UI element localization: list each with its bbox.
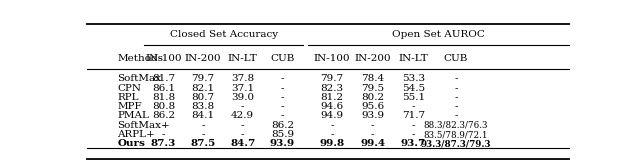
Text: 86.2: 86.2 — [152, 112, 175, 120]
Text: -: - — [280, 112, 284, 120]
Text: CUB: CUB — [444, 54, 468, 63]
Text: -: - — [454, 84, 458, 93]
Text: 94.6: 94.6 — [321, 102, 344, 111]
Text: 54.5: 54.5 — [402, 84, 425, 93]
Text: -: - — [454, 93, 458, 102]
Text: PMAL: PMAL — [117, 112, 149, 120]
Text: CUB: CUB — [270, 54, 294, 63]
Text: -: - — [201, 121, 205, 130]
Text: 71.7: 71.7 — [402, 112, 425, 120]
Text: -: - — [412, 121, 415, 130]
Text: RPL: RPL — [117, 93, 139, 102]
Text: SoftMax+: SoftMax+ — [117, 121, 170, 130]
Text: -: - — [280, 84, 284, 93]
Text: -: - — [454, 74, 458, 83]
Text: 79.5: 79.5 — [361, 84, 384, 93]
Text: Open Set AUROC: Open Set AUROC — [392, 30, 484, 39]
Text: 81.7: 81.7 — [152, 74, 175, 83]
Text: 82.3: 82.3 — [321, 84, 344, 93]
Text: -: - — [241, 102, 244, 111]
Text: -: - — [371, 121, 374, 130]
Text: -: - — [280, 93, 284, 102]
Text: Methods: Methods — [117, 54, 163, 63]
Text: 80.2: 80.2 — [361, 93, 384, 102]
Text: 99.8: 99.8 — [319, 139, 344, 148]
Text: -: - — [161, 121, 165, 130]
Text: ARPL+: ARPL+ — [117, 130, 155, 139]
Text: -: - — [412, 102, 415, 111]
Text: 93.7: 93.7 — [401, 139, 426, 148]
Text: 94.9: 94.9 — [321, 112, 344, 120]
Text: -: - — [241, 121, 244, 130]
Text: 80.8: 80.8 — [152, 102, 175, 111]
Text: Closed Set Accuracy: Closed Set Accuracy — [170, 30, 278, 39]
Text: 83.8: 83.8 — [191, 102, 214, 111]
Text: 87.3: 87.3 — [150, 139, 176, 148]
Text: 84.7: 84.7 — [230, 139, 255, 148]
Text: 79.7: 79.7 — [191, 74, 214, 83]
Text: 82.1: 82.1 — [191, 84, 214, 93]
Text: 39.0: 39.0 — [231, 93, 254, 102]
Text: IN-100: IN-100 — [314, 54, 350, 63]
Text: MPF: MPF — [117, 102, 142, 111]
Text: 84.1: 84.1 — [191, 112, 214, 120]
Text: -: - — [371, 130, 374, 139]
Text: IN-200: IN-200 — [185, 54, 221, 63]
Text: 37.1: 37.1 — [231, 84, 254, 93]
Text: 99.4: 99.4 — [360, 139, 385, 148]
Text: 42.9: 42.9 — [231, 112, 254, 120]
Text: 93.9: 93.9 — [361, 112, 384, 120]
Text: IN-200: IN-200 — [355, 54, 391, 63]
Text: 87.5: 87.5 — [190, 139, 216, 148]
Text: 86.2: 86.2 — [271, 121, 294, 130]
Text: -: - — [454, 102, 458, 111]
Text: SoftMax: SoftMax — [117, 74, 161, 83]
Text: 37.8: 37.8 — [231, 74, 254, 83]
Text: -: - — [330, 121, 333, 130]
Text: 88.3/82.3/76.3: 88.3/82.3/76.3 — [424, 121, 488, 130]
Text: 93.3/87.3/79.3: 93.3/87.3/79.3 — [420, 139, 492, 148]
Text: IN-100: IN-100 — [145, 54, 182, 63]
Text: 81.2: 81.2 — [321, 93, 344, 102]
Text: 93.9: 93.9 — [270, 139, 295, 148]
Text: 78.4: 78.4 — [361, 74, 384, 83]
Text: -: - — [330, 130, 333, 139]
Text: 83.5/78.9/72.1: 83.5/78.9/72.1 — [424, 130, 488, 139]
Text: CPN: CPN — [117, 84, 141, 93]
Text: -: - — [280, 74, 284, 83]
Text: 55.1: 55.1 — [402, 93, 425, 102]
Text: IN-LT: IN-LT — [399, 54, 428, 63]
Text: Ours: Ours — [117, 139, 145, 148]
Text: 53.3: 53.3 — [402, 74, 425, 83]
Text: -: - — [412, 130, 415, 139]
Text: 80.7: 80.7 — [191, 93, 214, 102]
Text: -: - — [161, 130, 165, 139]
Text: -: - — [201, 130, 205, 139]
Text: 86.1: 86.1 — [152, 84, 175, 93]
Text: 79.7: 79.7 — [321, 74, 344, 83]
Text: 85.9: 85.9 — [271, 130, 294, 139]
Text: 95.6: 95.6 — [361, 102, 384, 111]
Text: -: - — [454, 112, 458, 120]
Text: 81.8: 81.8 — [152, 93, 175, 102]
Text: -: - — [241, 130, 244, 139]
Text: IN-LT: IN-LT — [228, 54, 257, 63]
Text: -: - — [280, 102, 284, 111]
